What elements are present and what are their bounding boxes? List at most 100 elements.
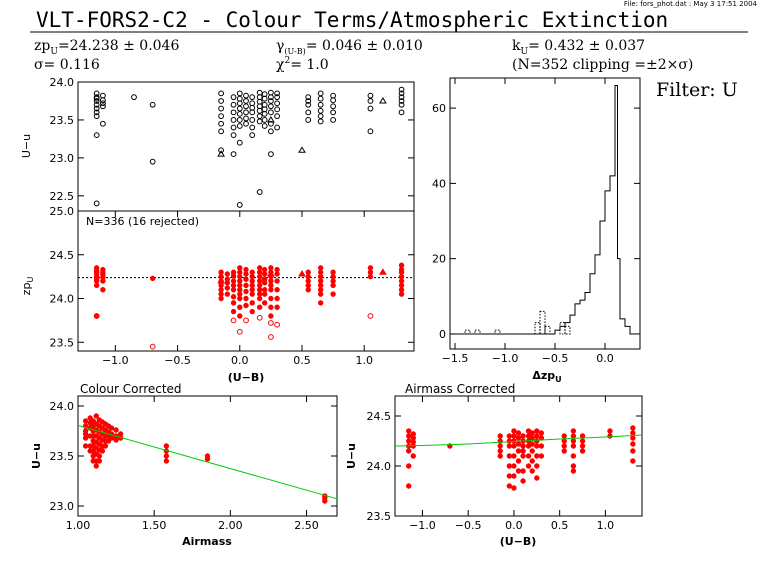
top-data-point: [236, 202, 243, 208]
top-data-point: [93, 113, 100, 120]
colour-corrected-point: [105, 438, 112, 444]
airmass-corrected-point: [525, 463, 532, 469]
middle-xtick-label: 0.0: [231, 354, 249, 367]
middle-data-point: [367, 269, 374, 275]
middle-data-point: [256, 273, 263, 280]
airmass-corrected-point: [561, 443, 567, 449]
histogram-xtick-label: −0.5: [542, 352, 569, 365]
airmass_corrected-xtick-label: −0.5: [455, 519, 482, 532]
airmass-corrected-point: [406, 428, 412, 434]
zp-stat: zpU=24.238 ± 0.046: [34, 38, 179, 57]
airmass-corrected-point: [520, 443, 526, 449]
top-data-point: [218, 105, 225, 112]
top-data-point: [236, 105, 243, 112]
gamma-stat: γ(U-B)= 0.046 ± 0.010: [276, 38, 423, 56]
top-data-point: [243, 98, 249, 104]
top-data-point: [274, 94, 281, 101]
middle-data-point: [398, 278, 405, 284]
top-data-point: [236, 123, 243, 129]
middle-rejected-point: [267, 320, 274, 326]
airmass-corrected-point: [497, 448, 503, 454]
airmass-corrected-point: [538, 430, 545, 436]
middle-data-point: [237, 282, 243, 289]
airmass-corrected-point: [506, 473, 513, 479]
middle-rejected-point: [236, 328, 243, 335]
middle-triangle-point: [267, 270, 275, 277]
colour-corrected-point: [99, 448, 106, 454]
histogram-rejected-bin: [474, 329, 481, 335]
middle-data-point: [256, 304, 263, 310]
top-data-point: [236, 100, 243, 107]
airmass_corrected-ytick-label: 24.5: [367, 410, 392, 423]
top-data-point: [398, 109, 405, 116]
airmass_corrected-xtick-label: 0.0: [505, 519, 523, 532]
middle-data-point: [93, 282, 100, 289]
middle-data-point: [237, 291, 243, 297]
top-data-point: [261, 123, 268, 129]
top-data-point: [330, 103, 337, 110]
airmass-corrected-point: [630, 425, 636, 431]
histogram-rejected-bin: [564, 325, 571, 335]
gamma-symbol: γ: [276, 38, 284, 54]
airmass-corrected-point: [630, 441, 636, 447]
top-data-point: [317, 95, 324, 102]
middle-panel-frame: [77, 210, 415, 352]
middle-data-point: [305, 282, 311, 289]
middle-data-point: [243, 288, 249, 295]
middle-data-point: [249, 273, 255, 280]
top-data-point: [131, 94, 137, 101]
histogram-bars: [550, 85, 635, 335]
middle-data-point: [261, 291, 268, 297]
middle-panel-xlabel: (U−B): [228, 371, 265, 384]
airmass_corrected-xtick-label: 1.0: [597, 519, 615, 532]
middle-data-point: [256, 291, 263, 297]
zp-symbol: zp: [34, 38, 50, 54]
middle-data-point: [224, 291, 231, 297]
airmass-corrected-point: [515, 441, 522, 447]
airmass-corrected-point: [529, 435, 535, 441]
k-stat: kU= 0.432 ± 0.037: [512, 38, 645, 57]
colour-corrected-point: [102, 443, 109, 449]
top-triangle-point: [379, 96, 387, 104]
airmass_corrected-xtick-label: −1.0: [409, 519, 436, 532]
top-data-point: [236, 90, 243, 97]
middle-data-point: [330, 291, 336, 297]
top-data-point: [99, 97, 106, 104]
middle-data-point: [367, 265, 374, 271]
top-ytick-label: 24.0: [50, 76, 75, 89]
middle-data-point: [256, 282, 263, 289]
top-data-point: [230, 117, 237, 123]
middle-triangle-point: [298, 270, 306, 277]
colour-corrected-point: [163, 443, 170, 449]
middle-data-point: [330, 269, 336, 275]
middle-data-point: [317, 300, 324, 306]
airmass-corrected-point: [520, 433, 526, 439]
top-data-point: [218, 147, 225, 154]
colour-corrected-title: Colour Corrected: [80, 382, 182, 396]
airmass-corrected-point: [406, 483, 412, 489]
middle-data-point: [398, 282, 405, 289]
top-data-point: [305, 94, 312, 101]
middle-data-point: [317, 265, 324, 271]
middle-data-point: [261, 300, 268, 306]
delta-zp-subscript: U: [555, 375, 562, 384]
middle-data-point: [230, 278, 237, 284]
top-data-point: [230, 94, 237, 101]
top-data-point: [267, 94, 274, 101]
middle-data-point: [261, 271, 268, 277]
airmass_corrected-ytick-label: 24.0: [367, 460, 392, 473]
histogram-rejected-bin: [539, 310, 546, 335]
airmass-corrected-point: [511, 443, 517, 449]
top-ytick-label: 23.0: [50, 152, 75, 165]
middle-data-point: [237, 313, 243, 319]
middle-rejected-point: [230, 317, 237, 324]
middle-xtick-label: 0.5: [293, 354, 311, 367]
top-data-point: [398, 86, 405, 93]
airmass-corrected-point: [529, 468, 535, 474]
airmass-corrected-point: [607, 428, 613, 434]
top-data-point: [317, 101, 324, 108]
airmass-corrected-point: [515, 458, 522, 464]
k-symbol: k: [512, 38, 521, 54]
airmass-corrected-point: [515, 435, 522, 441]
middle-data-point: [398, 269, 405, 275]
